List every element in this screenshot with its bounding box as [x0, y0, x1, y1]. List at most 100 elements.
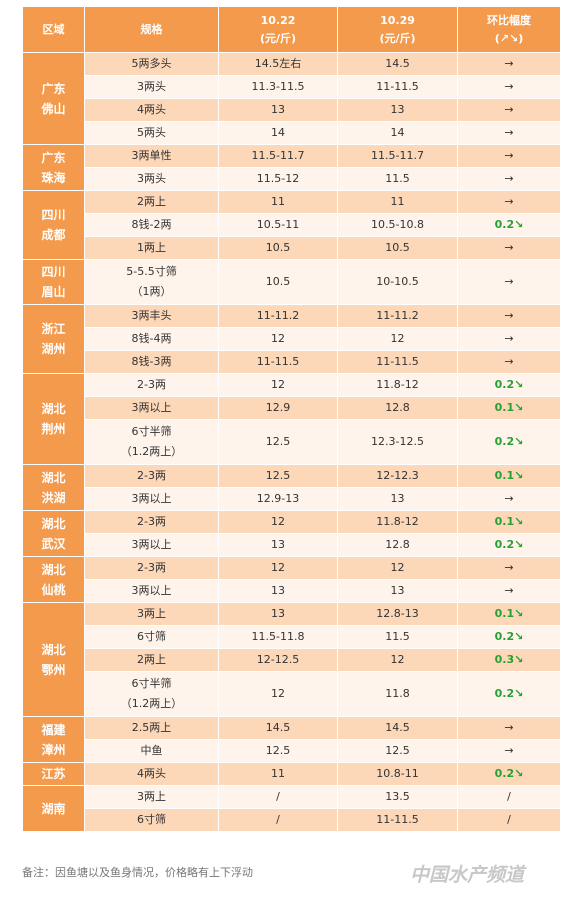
cell-line: 广东: [41, 81, 66, 96]
spec-cell: 6寸筛: [84, 625, 219, 649]
cell-line: 洪湖: [41, 490, 66, 505]
header-cell: 10.22 (元/斤): [218, 6, 338, 53]
cell-line: 2两上: [137, 195, 166, 208]
cell-line: 4两头: [137, 767, 166, 780]
spec-cell: 4两头: [84, 762, 219, 786]
spec-cell: 3两以上: [84, 533, 219, 557]
change-cell: 0.1↘: [457, 396, 561, 420]
spec-cell: 2-3两: [84, 556, 219, 580]
spec-cell: 2两上: [84, 648, 219, 672]
table-row: 6寸半筛 （1.2两上） 12.5 12.3-12.5 0.2↘: [23, 419, 561, 465]
cell-line: 6寸筛: [137, 813, 166, 826]
spec-cell: 6寸半筛 （1.2两上）: [84, 671, 219, 717]
price-cell: 11.5-11.7: [218, 144, 338, 168]
price-cell: 12: [218, 373, 338, 397]
spec-cell: 3两以上: [84, 579, 219, 603]
region-cell: 湖北 洪湖: [22, 464, 85, 511]
spec-cell: 2-3两: [84, 510, 219, 534]
region-cell: 浙江 湖州: [22, 304, 85, 374]
cell-line: 4两头: [137, 103, 166, 116]
spec-cell: 6寸筛: [84, 808, 219, 832]
price-cell: 11-11.5: [218, 350, 338, 374]
header-row: 区域 规格 10.22 (元/斤) 10.29 (元/斤) 环比幅度 (↗↘): [22, 6, 561, 53]
price-cell: 11-11.5: [337, 808, 458, 832]
change-cell: →: [457, 190, 561, 214]
table-row: 四川 成都 2两上 11 11 →: [22, 190, 561, 260]
price-cell: 13: [337, 487, 458, 511]
change-cell: →: [457, 52, 561, 76]
change-cell: 0.1↘: [457, 510, 561, 534]
price-cell: 11-11.2: [337, 304, 458, 328]
cell-line: 眉山: [41, 285, 66, 299]
cell-line: 3两上: [137, 607, 166, 620]
change-cell: 0.2↘: [457, 671, 561, 717]
change-cell: /: [457, 785, 561, 809]
price-cell: 12-12.3: [337, 464, 458, 488]
region-cell: 湖北 鄂州: [22, 602, 85, 717]
cell-line: 3两以上: [131, 401, 172, 414]
price-cell: 12: [337, 327, 458, 351]
price-cell: 11.5: [337, 167, 458, 191]
change-cell: 0.2↘: [457, 419, 561, 465]
cell-line: 6寸筛: [137, 630, 166, 643]
change-cell: 0.3↘: [457, 648, 561, 672]
price-cell: /: [218, 808, 338, 832]
change-cell: →: [457, 304, 561, 328]
spec-cell: 3两丰头: [84, 304, 219, 328]
spec-cell: 2-3两: [84, 464, 219, 488]
price-cell: 11: [218, 190, 338, 214]
change-cell: →: [457, 98, 561, 122]
table-row: 广东 珠海 3两单性 11.5-11.7 11.5-11.7 →: [22, 144, 561, 191]
price-cell: 12-12.5: [218, 648, 338, 672]
price-cell: 14.5: [337, 52, 458, 76]
table-row: 湖北 仙桃 2-3两 12 12 →: [22, 556, 561, 603]
table-row: 5两头 14 14 →: [23, 121, 561, 145]
watermark: 中国水产频道: [410, 864, 525, 886]
spec-cell: 8钱-3两: [84, 350, 219, 374]
change-cell: 0.1↘: [457, 464, 561, 488]
table-row: 福建 漳州 2.5两上 14.5 14.5 →: [22, 716, 561, 763]
table-row: 江苏 4两头 11 10.8-11 0.2↘: [22, 762, 561, 786]
price-cell: 14.5: [218, 716, 338, 740]
region-cell: 湖北 荆州: [22, 373, 85, 465]
table-row: 3两以上 12.9 12.8 0.1↘: [23, 396, 561, 420]
cell-line: 1两上: [137, 241, 166, 254]
region-cell: 广东 佛山: [22, 52, 85, 145]
cell-line: 福建: [41, 722, 66, 737]
table-row: 湖北 鄂州 3两上 13 12.8-13 0.1↘: [22, 602, 561, 717]
price-cell: 13.5: [337, 785, 458, 809]
header-cell: 规格: [84, 6, 219, 53]
price-cell: 12.9-13: [218, 487, 338, 511]
price-cell: 12: [218, 671, 338, 717]
cell-line: 湖北: [41, 562, 66, 577]
cell-line: 3两以上: [131, 492, 172, 505]
price-cell: 14.5: [337, 716, 458, 740]
price-cell: 12.8-13: [337, 602, 458, 626]
change-cell: 0.2↘: [457, 533, 561, 557]
price-cell: /: [218, 785, 338, 809]
change-cell: →: [457, 716, 561, 740]
price-cell: 13: [218, 579, 338, 603]
cell-line: 佛山: [41, 101, 66, 116]
spec-cell: 1两上: [84, 236, 219, 260]
cell-line: 2.5两上: [131, 721, 172, 734]
price-cell: 11.5: [337, 625, 458, 649]
price-cell: 11.5-11.7: [337, 144, 458, 168]
cell-line: （1两）: [131, 285, 172, 298]
change-cell: /: [457, 808, 561, 832]
spec-cell: 5-5.5寸筛 （1两）: [84, 259, 219, 305]
table-row: 6寸筛 11.5-11.8 11.5 0.2↘: [23, 625, 561, 649]
price-table: 区域 规格 10.22 (元/斤) 10.29 (元/斤) 环比幅度 (↗↘) 广东 佛山 5两多…: [22, 6, 561, 832]
price-cell: 11-11.5: [337, 75, 458, 99]
cell-line: 5-5.5寸筛: [126, 265, 177, 278]
cell-line: 广东: [41, 150, 66, 165]
price-cell: 12: [337, 648, 458, 672]
price-cell: 12: [337, 556, 458, 580]
price-cell: 12: [218, 510, 338, 534]
cell-line: 8钱-4两: [131, 332, 172, 345]
spec-cell: 2.5两上: [84, 716, 219, 740]
price-cell: 12.8: [337, 533, 458, 557]
region-cell: 四川 成都: [22, 190, 85, 260]
price-cell: 11.8-12: [337, 510, 458, 534]
